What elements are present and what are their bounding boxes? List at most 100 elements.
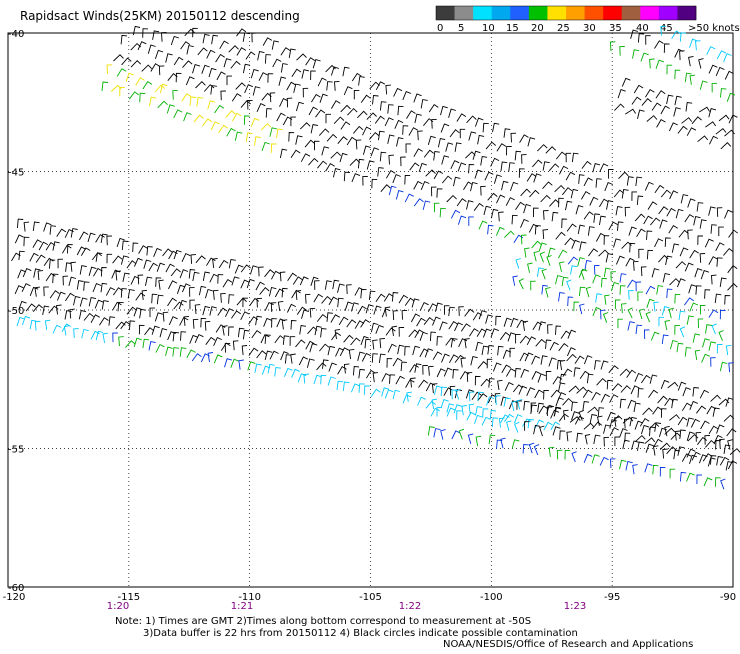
wind-barb	[349, 349, 354, 359]
wind-barb	[680, 472, 686, 481]
wind-barb	[229, 295, 235, 304]
wind-barb	[652, 269, 659, 278]
wind-barb	[615, 417, 620, 427]
wind-barb	[356, 140, 361, 149]
time-label: 1:21	[231, 601, 253, 612]
wind-barb	[666, 256, 673, 265]
wind-barb	[246, 52, 255, 59]
wind-barb	[203, 272, 210, 281]
wind-barb	[50, 226, 56, 235]
wind-barb	[263, 38, 272, 46]
wind-barb	[441, 106, 448, 115]
wind-barb	[432, 119, 437, 128]
wind-barb	[221, 293, 226, 302]
wind-barb	[676, 210, 683, 219]
wind-barb	[33, 240, 42, 248]
wind-barb	[707, 47, 716, 55]
wind-barb	[363, 146, 370, 155]
wind-barb	[708, 458, 715, 467]
wind-barb	[430, 332, 436, 341]
wind-barb	[672, 399, 678, 408]
wind-barb	[288, 273, 297, 281]
wind-barb	[709, 109, 716, 118]
wind-barb	[725, 210, 733, 218]
legend-swatch	[492, 6, 511, 20]
legend-swatch	[622, 6, 641, 20]
wind-barb	[310, 344, 317, 353]
wind-barb	[157, 295, 163, 304]
wind-barb	[568, 257, 578, 264]
wind-barb	[190, 300, 195, 309]
wind-barb	[53, 242, 60, 251]
wind-barb	[599, 250, 609, 256]
wind-barb	[144, 260, 151, 269]
wind-barb	[675, 96, 682, 105]
wind-barb	[93, 284, 101, 292]
wind-barb	[636, 282, 641, 291]
wind-barb	[116, 271, 121, 280]
wind-barb	[281, 48, 290, 56]
wind-barb	[350, 159, 360, 165]
wind-barb	[153, 31, 160, 40]
wind-barb	[451, 210, 460, 218]
wind-barb	[653, 407, 662, 414]
wind-barb	[208, 353, 213, 363]
wind-barb	[232, 94, 241, 102]
wind-barb	[372, 354, 378, 363]
wind-barb	[70, 309, 75, 318]
wind-barb	[509, 163, 515, 172]
wind-barb	[289, 133, 294, 142]
wind-barb	[504, 318, 512, 327]
wind-barb	[434, 171, 443, 179]
wind-barb	[385, 118, 393, 126]
wind-barb	[371, 389, 380, 397]
wind-barb	[648, 202, 657, 210]
wind-barb	[638, 110, 645, 119]
wind-barb	[415, 364, 422, 373]
wind-barb	[239, 360, 244, 370]
wind-barb	[546, 287, 551, 297]
wind-barb	[355, 288, 364, 296]
wind-barb	[586, 287, 591, 297]
wind-barb	[645, 438, 655, 444]
wind-barb	[650, 218, 660, 225]
legend-label: 15	[506, 23, 519, 34]
wind-barb	[520, 135, 529, 143]
wind-barb	[483, 409, 489, 418]
wind-barb	[497, 144, 506, 152]
wind-barb	[421, 100, 428, 109]
wind-barb	[303, 88, 308, 97]
wind-barb	[163, 312, 168, 321]
wind-barb	[569, 386, 579, 392]
wind-barb	[457, 114, 466, 122]
wind-barb	[317, 315, 327, 322]
wind-barb	[730, 449, 740, 455]
wind-barb	[173, 348, 179, 357]
wind-barb	[717, 258, 723, 267]
wind-barb	[326, 164, 335, 172]
wind-barb	[473, 151, 480, 160]
wind-barb	[268, 364, 275, 373]
wind-barb	[521, 189, 531, 196]
legend-swatch	[640, 6, 659, 20]
wind-barb	[471, 357, 478, 366]
wind-barb	[155, 313, 163, 322]
wind-barb	[333, 169, 340, 178]
wind-barb	[568, 330, 576, 338]
wind-barb	[74, 297, 81, 306]
wind-barb	[43, 306, 50, 315]
wind-barb	[551, 390, 561, 397]
wind-barb	[540, 252, 545, 262]
wind-barb	[380, 102, 386, 111]
wind-barb	[667, 65, 672, 74]
wind-barb	[414, 199, 423, 206]
wind-barb	[611, 459, 616, 468]
wind-barb	[331, 101, 340, 109]
wind-barb	[579, 175, 585, 184]
wind-barb	[113, 302, 122, 310]
wind-barb	[401, 362, 407, 371]
wind-barb	[306, 294, 311, 303]
wind-barb	[465, 309, 475, 316]
wind-barb	[620, 460, 627, 469]
